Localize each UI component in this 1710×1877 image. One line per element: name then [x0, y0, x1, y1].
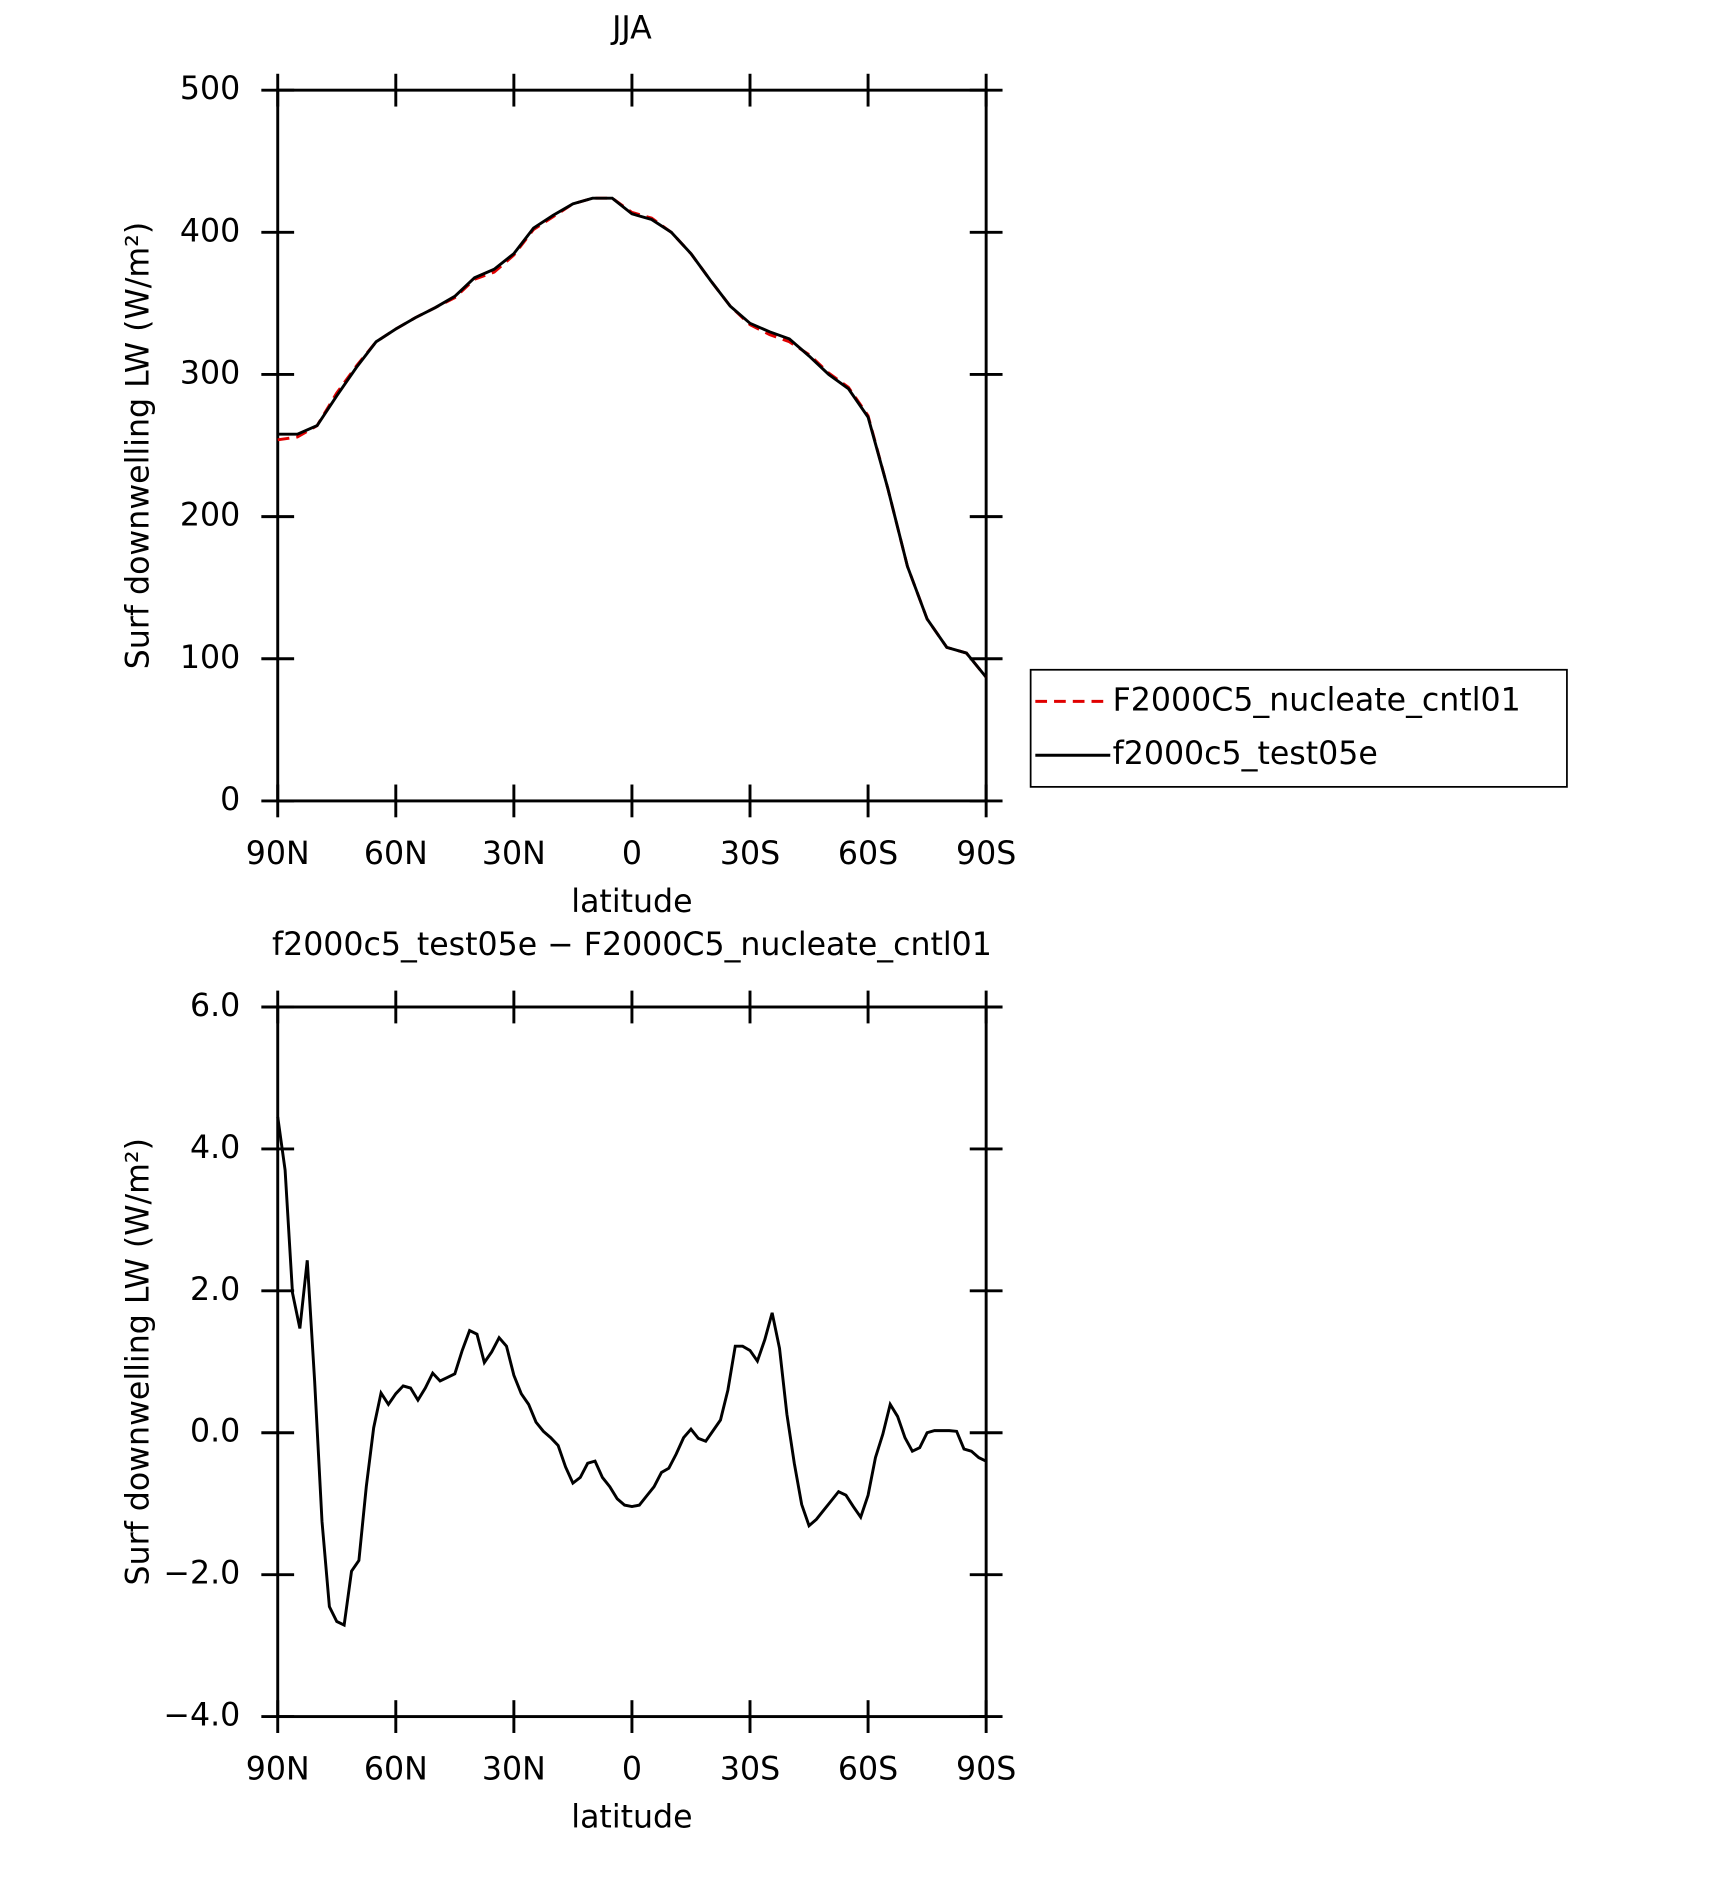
y-tick-label: 4.0: [190, 1130, 240, 1166]
y-tick-label: 0.0: [190, 1414, 240, 1450]
x-axis-label: latitude: [571, 1799, 692, 1835]
y-tick-label: 400: [180, 213, 240, 249]
legend-box: [1029, 668, 1568, 788]
x-axis-label: latitude: [571, 884, 692, 920]
y-tick-label: −4.0: [163, 1698, 240, 1734]
y-tick-label: 2.0: [190, 1272, 240, 1308]
y-tick-label: 300: [180, 355, 240, 391]
x-tick-label: 30N: [482, 836, 546, 872]
x-tick-label: 90S: [956, 1751, 1016, 1787]
legend-label: F2000C5_nucleate_cntl01: [1113, 682, 1521, 718]
chart-title: f2000c5_test05e − F2000C5_nucleate_cntl0…: [272, 927, 992, 963]
x-tick-label: 0: [622, 836, 642, 872]
x-tick-label: 60N: [364, 1751, 428, 1787]
x-tick-label: 90S: [956, 836, 1016, 872]
data-line: [276, 1116, 987, 1628]
x-tick-label: 90N: [246, 1751, 310, 1787]
plot-frame: [276, 88, 988, 803]
legend-label: f2000c5_test05e: [1113, 736, 1378, 772]
x-tick-label: 30S: [720, 1751, 780, 1787]
x-tick-label: 90N: [246, 836, 310, 872]
x-tick-label: 60N: [364, 836, 428, 872]
data-line: [277, 196, 988, 679]
y-axis-label: Surf downwelling LW (W/m²): [121, 1138, 157, 1585]
y-tick-label: 200: [180, 498, 240, 534]
y-tick-label: 0: [220, 782, 240, 818]
y-tick-label: 100: [180, 640, 240, 676]
x-tick-label: 60S: [838, 836, 898, 872]
x-tick-label: 30S: [720, 836, 780, 872]
plot-frame: [276, 1005, 988, 1719]
y-axis-label: Surf downwelling LW (W/m²): [121, 222, 157, 669]
data-line: [277, 196, 988, 679]
y-tick-label: −2.0: [163, 1556, 240, 1592]
chart-title: JJA: [610, 10, 652, 46]
y-tick-label: 6.0: [190, 988, 240, 1024]
x-tick-label: 30N: [482, 1751, 546, 1787]
x-tick-label: 0: [622, 1751, 642, 1787]
y-tick-label: 500: [180, 71, 240, 107]
x-tick-label: 60S: [838, 1751, 898, 1787]
